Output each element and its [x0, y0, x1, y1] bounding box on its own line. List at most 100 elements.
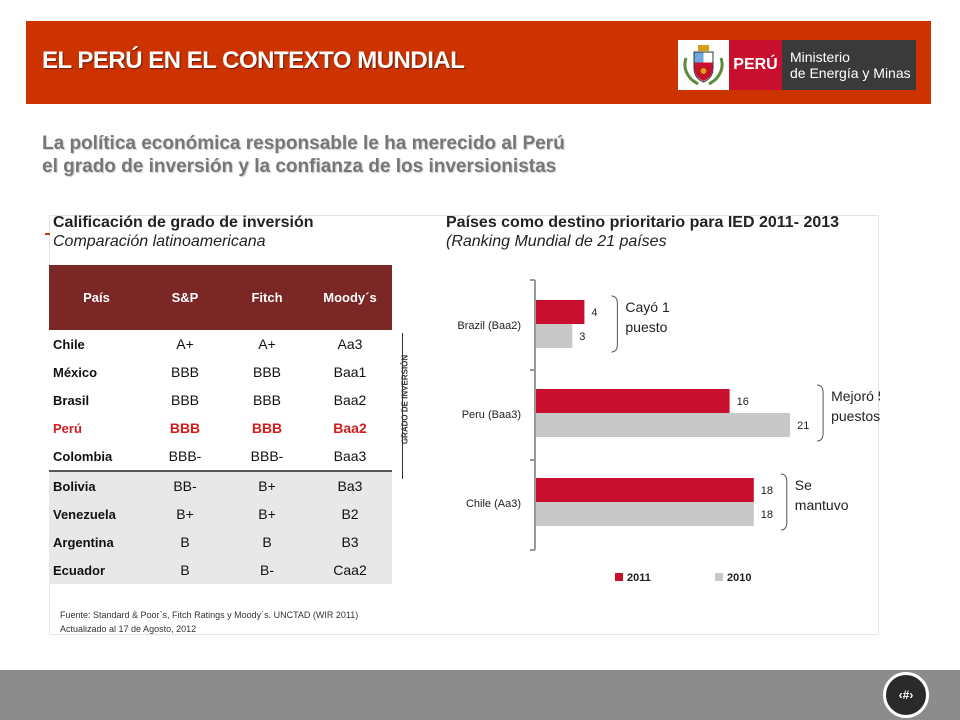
bar-2010 [536, 324, 573, 348]
legend-swatch-2010 [715, 573, 723, 581]
country-cell: Chile [49, 330, 144, 358]
fitch-cell: B+ [226, 500, 308, 528]
annotation-line2: mantuvo [795, 497, 849, 513]
table-row: México BBB BBB Baa1 [49, 358, 392, 386]
sp-cell: B+ [144, 500, 226, 528]
data-label: 3 [579, 331, 585, 343]
table-row: Argentina B B B3 [49, 528, 392, 556]
fitch-cell: BBB- [226, 442, 308, 471]
country-cell: Perú [49, 414, 144, 442]
sp-cell: BBB [144, 414, 226, 442]
ratings-table: País S&P Fitch Moody´s Chile A+ A+ Aa3 M… [49, 265, 392, 584]
data-label: 18 [761, 485, 773, 497]
category-label: Peru (Baa3) [462, 409, 521, 421]
ranking-heading: Países como destino prioritario para IED… [446, 214, 840, 231]
table-header-row: País S&P Fitch Moody´s [49, 265, 392, 330]
country-cell: Ecuador [49, 556, 144, 584]
moodys-cell: Baa3 [308, 442, 392, 471]
table-row: Bolivia BB- B+ Ba3 [49, 470, 392, 500]
sp-cell: BBB- [144, 442, 226, 471]
annotation-line1: Cayó 1 [625, 299, 670, 315]
ministry-logo: PERÚ Ministerio de Energía y Minas [678, 40, 916, 90]
table-row-highlight: Perú BBB BBB Baa2 [49, 414, 392, 442]
fitch-cell: BBB [226, 414, 308, 442]
fitch-cell: B+ [226, 470, 308, 500]
country-cell: Colombia [49, 442, 144, 471]
table-row: Brasil BBB BBB Baa2 [49, 386, 392, 414]
sp-cell: BBB [144, 358, 226, 386]
category-label: Brazil (Baa2) [457, 320, 521, 332]
bar-2011 [536, 478, 754, 502]
table-row: Chile A+ A+ Aa3 [49, 330, 392, 358]
sp-cell: BBB [144, 386, 226, 414]
page-number: ‹#› [883, 672, 929, 718]
table-row: Venezuela B+ B+ B2 [49, 500, 392, 528]
moodys-cell: B2 [308, 500, 392, 528]
annotation-line1: Se [795, 477, 812, 493]
table-row: Colombia BBB- BBB- Baa3 [49, 442, 392, 471]
moodys-cell: B3 [308, 528, 392, 556]
col-header-moodys: Moody´s [308, 265, 392, 330]
subtitle-line2: el grado de inversión y la confianza de … [42, 156, 557, 177]
moodys-cell: Caa2 [308, 556, 392, 584]
bar-2011 [536, 300, 585, 324]
moodys-cell: Baa2 [308, 386, 392, 414]
legend-label: 2010 [727, 572, 751, 584]
slide-subtitle: La política económica responsable le ha … [42, 132, 682, 178]
fitch-cell: B [226, 528, 308, 556]
legend-swatch-2011 [615, 573, 623, 581]
bar-2010 [536, 413, 791, 437]
sp-cell: B [144, 528, 226, 556]
moodys-cell: Baa1 [308, 358, 392, 386]
annotation-bracket [780, 473, 788, 531]
annotation-line1: Mejoró 5 [831, 388, 880, 404]
moodys-cell: Aa3 [308, 330, 392, 358]
annotation-bracket [611, 295, 618, 353]
country-cell: Venezuela [49, 500, 144, 528]
country-cell: Bolivia [49, 470, 144, 500]
country-cell: México [49, 358, 144, 386]
bar-2010 [536, 502, 754, 526]
annotation-line2: puestos [831, 408, 880, 424]
table-row: Ecuador B B- Caa2 [49, 556, 392, 584]
fitch-cell: B- [226, 556, 308, 584]
col-header-country: País [49, 265, 144, 330]
ratings-heading: Calificación de grado de inversión [53, 214, 314, 231]
subtitle-line1: La política económica responsable le ha … [42, 133, 565, 154]
logo-ministry-line1: Ministerio [790, 49, 850, 65]
moodys-cell: Ba3 [308, 470, 392, 500]
annotation-line2: puesto [625, 319, 667, 335]
legend-label: 2011 [627, 572, 651, 584]
bar-2011 [536, 389, 730, 413]
ied-ranking-chart: Brazil (Baa2) 43 Cayó 1 puesto Peru (Baa3) 16… [457, 279, 880, 584]
ranking-subheading: (Ranking Mundial de 21 países [446, 233, 667, 250]
update-note: Actualizado al 17 de Agosto, 2012 [60, 624, 197, 634]
data-label: 18 [761, 509, 773, 521]
col-header-sp: S&P [144, 265, 226, 330]
sp-cell: BB- [144, 470, 226, 500]
fitch-cell: BBB [226, 358, 308, 386]
logo-ministry-line2: de Energía y Minas [790, 65, 911, 81]
logo-ministry-text: Ministerio de Energía y Minas [782, 40, 916, 90]
fitch-cell: BBB [226, 386, 308, 414]
data-label: 21 [797, 420, 809, 432]
moodys-cell: Baa2 [308, 414, 392, 442]
country-cell: Argentina [49, 528, 144, 556]
col-header-fitch: Fitch [226, 265, 308, 330]
source-note: Fuente: Standard & Poor`s, Fitch Ratings… [60, 610, 359, 620]
sp-cell: B [144, 556, 226, 584]
annotation-bracket [817, 384, 824, 442]
ratings-subheading: Comparación latinoamericana [53, 233, 266, 250]
category-label: Chile (Aa3) [466, 498, 521, 510]
sp-cell: A+ [144, 330, 226, 358]
red-marker [45, 233, 50, 235]
page-title: EL PERÚ EN EL CONTEXTO MUNDIAL [42, 47, 465, 74]
investment-grade-bracket [396, 333, 403, 479]
fitch-cell: A+ [226, 330, 308, 358]
logo-peru-text: PERÚ [729, 40, 782, 90]
footer-bar [0, 670, 960, 720]
country-cell: Brasil [49, 386, 144, 414]
data-label: 4 [591, 307, 597, 319]
data-label: 16 [737, 396, 749, 408]
coat-of-arms-icon [678, 40, 729, 90]
